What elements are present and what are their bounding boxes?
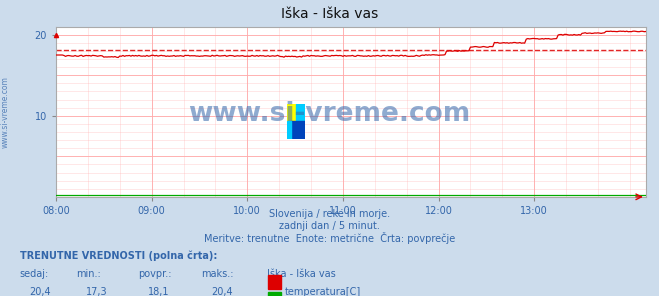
- Text: Iška - Iška vas: Iška - Iška vas: [267, 269, 335, 279]
- Bar: [296, 104, 305, 121]
- Text: TRENUTNE VREDNOSTI (polna črta):: TRENUTNE VREDNOSTI (polna črta):: [20, 250, 217, 260]
- Text: temperatura[C]: temperatura[C]: [285, 287, 361, 296]
- Text: Meritve: trenutne  Enote: metrične  Črta: povprečje: Meritve: trenutne Enote: metrične Črta: …: [204, 232, 455, 244]
- Text: povpr.:: povpr.:: [138, 269, 172, 279]
- Text: maks.:: maks.:: [201, 269, 233, 279]
- Text: 20,4: 20,4: [211, 287, 233, 296]
- Text: 18,1: 18,1: [148, 287, 170, 296]
- Text: Iška - Iška vas: Iška - Iška vas: [281, 7, 378, 21]
- Text: www.si-vreme.com: www.si-vreme.com: [188, 101, 471, 127]
- Text: sedaj:: sedaj:: [20, 269, 49, 279]
- Text: min.:: min.:: [76, 269, 101, 279]
- Text: 17,3: 17,3: [86, 287, 107, 296]
- Bar: [287, 104, 296, 121]
- Text: Slovenija / reke in morje.: Slovenija / reke in morje.: [269, 209, 390, 219]
- Text: 20,4: 20,4: [30, 287, 51, 296]
- Text: zadnji dan / 5 minut.: zadnji dan / 5 minut.: [279, 221, 380, 231]
- Text: www.si-vreme.com: www.si-vreme.com: [1, 77, 10, 148]
- Bar: [287, 121, 291, 139]
- Bar: [291, 121, 305, 139]
